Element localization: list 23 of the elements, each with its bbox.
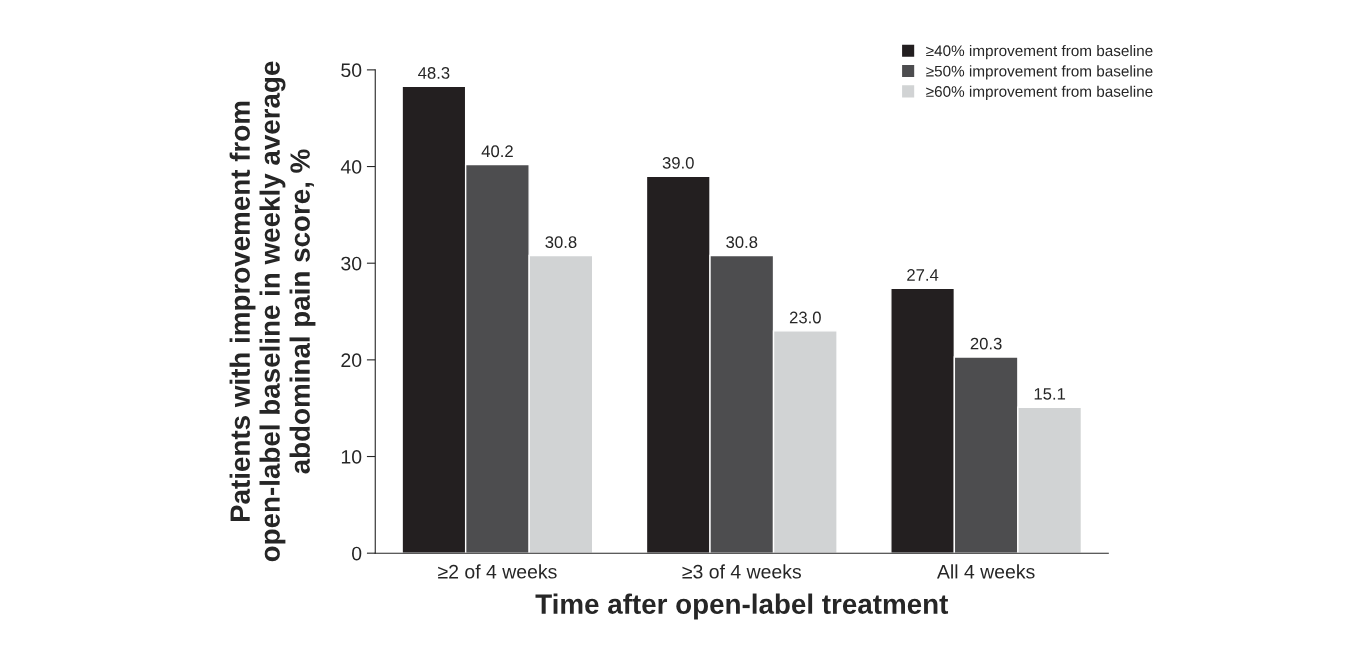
x-tick-label: ≥3 of 4 weeks bbox=[682, 564, 801, 579]
y-axis-title: Patients with improvement from open-label baseline in weekly average abdominal pain score, % bbox=[229, 61, 316, 562]
y-tick-label: 20 bbox=[341, 353, 362, 368]
legend-label: ≥50% improvement from baseline bbox=[926, 65, 1153, 80]
data-label: 15.1 bbox=[1034, 388, 1066, 400]
x-tick-label: ≥2 of 4 weeks bbox=[438, 564, 557, 579]
x-axis-title: Time after open-label treatment bbox=[535, 593, 949, 620]
data-label: 20.3 bbox=[970, 337, 1002, 350]
data-label: 30.8 bbox=[545, 236, 577, 249]
data-label: 39.0 bbox=[662, 156, 694, 169]
y-tick-label: 50 bbox=[341, 63, 362, 78]
data-label: 40.2 bbox=[481, 145, 513, 158]
y-tick-label: 10 bbox=[341, 449, 362, 464]
y-tick-label: 30 bbox=[341, 256, 362, 271]
data-label: 27.4 bbox=[907, 269, 939, 281]
data-label: 30.8 bbox=[726, 236, 758, 249]
data-label: 23.0 bbox=[789, 311, 821, 324]
legend-label: ≥40% improvement from baseline bbox=[926, 44, 1153, 60]
y-tick-label: 0 bbox=[352, 546, 362, 561]
y-tick-label: 40 bbox=[340, 160, 362, 174]
data-label: 48.3 bbox=[418, 67, 450, 79]
x-tick-label: All 4 weeks bbox=[936, 564, 1035, 579]
legend-label: ≥60% improvement from baseline bbox=[926, 85, 1153, 100]
